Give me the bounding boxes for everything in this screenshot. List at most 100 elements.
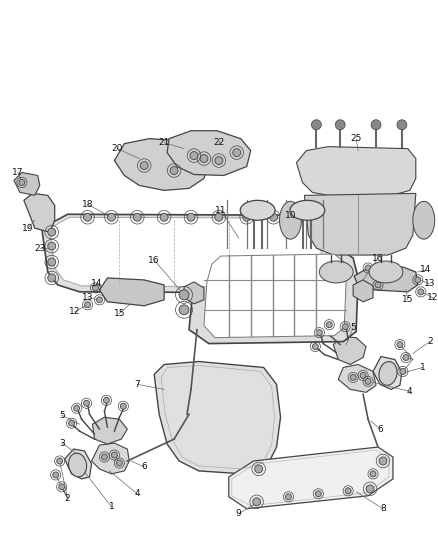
Circle shape <box>397 120 407 130</box>
Circle shape <box>57 458 63 464</box>
Circle shape <box>190 151 198 159</box>
Circle shape <box>418 289 424 295</box>
Circle shape <box>103 397 110 403</box>
Text: 12: 12 <box>427 293 438 302</box>
Polygon shape <box>353 280 373 302</box>
Circle shape <box>53 472 59 478</box>
Ellipse shape <box>279 201 301 239</box>
Text: 8: 8 <box>380 504 386 513</box>
Circle shape <box>253 498 261 506</box>
Circle shape <box>311 120 321 130</box>
Polygon shape <box>92 443 129 474</box>
Text: 3: 3 <box>59 439 64 448</box>
Text: 13: 13 <box>424 279 435 288</box>
Circle shape <box>69 420 74 426</box>
Circle shape <box>48 228 56 236</box>
Text: 10: 10 <box>285 211 296 220</box>
Polygon shape <box>24 193 55 232</box>
Circle shape <box>370 471 376 477</box>
Circle shape <box>326 322 332 328</box>
Text: 9: 9 <box>236 509 242 518</box>
Text: 20: 20 <box>112 144 123 153</box>
Polygon shape <box>229 447 393 508</box>
Circle shape <box>117 460 122 466</box>
Circle shape <box>215 157 223 165</box>
Text: 21: 21 <box>159 138 170 147</box>
Circle shape <box>365 265 371 271</box>
Polygon shape <box>154 361 280 474</box>
Circle shape <box>342 324 348 330</box>
Circle shape <box>233 149 241 157</box>
Text: 16: 16 <box>148 255 160 264</box>
Circle shape <box>92 285 99 291</box>
Circle shape <box>373 269 379 275</box>
Circle shape <box>111 452 117 458</box>
Polygon shape <box>204 254 346 337</box>
Polygon shape <box>114 139 209 190</box>
Circle shape <box>187 213 195 221</box>
Circle shape <box>269 213 278 221</box>
Text: 2: 2 <box>427 337 433 346</box>
Text: 1: 1 <box>420 363 426 372</box>
Polygon shape <box>354 267 418 292</box>
Text: 15: 15 <box>113 309 125 318</box>
Text: 12: 12 <box>69 307 80 316</box>
Circle shape <box>170 166 178 174</box>
Text: 14: 14 <box>420 265 431 274</box>
Circle shape <box>403 354 409 360</box>
Circle shape <box>133 213 141 221</box>
Circle shape <box>365 378 371 384</box>
Circle shape <box>179 305 189 315</box>
Text: 15: 15 <box>402 295 413 304</box>
Ellipse shape <box>319 261 353 283</box>
Text: 1: 1 <box>109 502 114 511</box>
Text: 4: 4 <box>134 489 140 498</box>
Text: 7: 7 <box>134 380 140 389</box>
Circle shape <box>84 400 89 406</box>
Text: 17: 17 <box>12 168 24 177</box>
Text: 18: 18 <box>82 200 93 209</box>
Circle shape <box>102 454 107 460</box>
Circle shape <box>160 213 168 221</box>
Text: 16: 16 <box>372 254 384 263</box>
Circle shape <box>286 494 291 500</box>
Circle shape <box>140 161 148 169</box>
Circle shape <box>243 213 251 221</box>
Ellipse shape <box>68 453 87 477</box>
Text: 11: 11 <box>215 206 226 215</box>
Ellipse shape <box>290 200 325 220</box>
Text: 5: 5 <box>350 323 356 332</box>
Ellipse shape <box>240 200 275 220</box>
Polygon shape <box>167 131 251 175</box>
Circle shape <box>48 258 56 266</box>
Ellipse shape <box>369 261 403 283</box>
Circle shape <box>397 342 403 348</box>
Circle shape <box>360 373 366 378</box>
Text: 19: 19 <box>22 224 34 233</box>
Circle shape <box>200 155 208 163</box>
Circle shape <box>312 344 318 350</box>
Text: 22: 22 <box>213 138 225 147</box>
Circle shape <box>74 405 80 411</box>
Text: 25: 25 <box>350 134 362 143</box>
Circle shape <box>400 368 406 375</box>
Polygon shape <box>14 173 40 196</box>
Polygon shape <box>373 357 402 389</box>
Circle shape <box>59 484 65 490</box>
Circle shape <box>215 213 223 221</box>
Circle shape <box>415 277 421 283</box>
Polygon shape <box>189 248 358 344</box>
Text: 6: 6 <box>141 463 147 472</box>
Polygon shape <box>42 214 328 293</box>
Circle shape <box>335 120 345 130</box>
Ellipse shape <box>379 361 397 385</box>
Circle shape <box>179 290 189 300</box>
Circle shape <box>371 120 381 130</box>
Circle shape <box>48 242 56 250</box>
Polygon shape <box>333 337 366 365</box>
Polygon shape <box>99 278 164 306</box>
Text: 4: 4 <box>407 387 413 396</box>
Text: 6: 6 <box>377 425 383 434</box>
Polygon shape <box>304 193 416 255</box>
Circle shape <box>84 213 92 221</box>
